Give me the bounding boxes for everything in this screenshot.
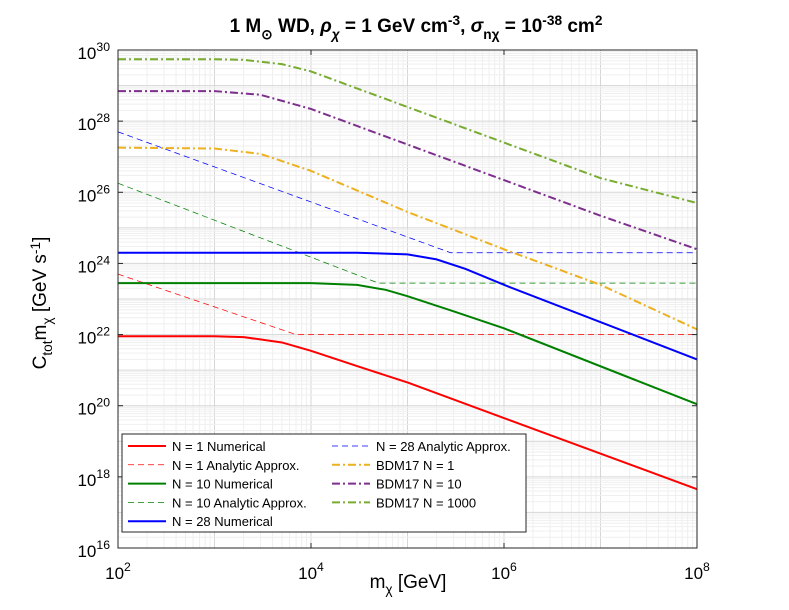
x-tick-label: 108 — [684, 560, 710, 583]
y-tick-label: 1028 — [77, 111, 110, 134]
x-tick-label: 104 — [298, 560, 324, 583]
x-axis-label: mχ [GeV] — [370, 572, 447, 597]
y-tick-label: 1022 — [77, 325, 110, 348]
y-tick-label: 1020 — [77, 396, 110, 419]
series-line-4 — [118, 251, 698, 361]
series-line-8 — [118, 58, 698, 204]
series-group — [117, 58, 698, 491]
series-line-3 — [117, 182, 697, 284]
x-tick-label: 106 — [491, 560, 517, 583]
series-line-0 — [118, 335, 698, 491]
legend-box — [121, 433, 527, 533]
legend-label: BDM17 N = 10 — [376, 477, 462, 492]
y-tick-label: 1024 — [77, 253, 110, 276]
y-tick-label: 1026 — [77, 182, 110, 205]
x-tick-label: 102 — [105, 560, 131, 583]
legend-label: N = 10 Analytic Approx. — [172, 495, 307, 510]
series-line-5 — [117, 131, 697, 254]
legend-label: BDM17 N = 1000 — [376, 495, 476, 510]
y-tick-label: 1030 — [77, 40, 110, 63]
axis-ticks: 102 104 106 108 1016 1018 1020 1022 1024 1026 1028… — [77, 40, 710, 583]
legend: N = 1 Numerical N = 1 Analytic Approx. N =… — [121, 433, 527, 533]
legend-label: N = 10 Numerical — [172, 477, 273, 492]
plot-frame — [117, 49, 698, 549]
y-tick-label: 1018 — [77, 467, 110, 490]
y-axis-label: Ctotmχ [GeV s-1] — [28, 237, 55, 370]
y-tick-label: 1016 — [77, 538, 110, 561]
series-line-7 — [118, 90, 698, 251]
chart-title: 1 M⊙ WD, ρχ = 1 GeV cm-3, σnχ = 10-38 cm… — [230, 13, 603, 42]
legend-label: N = 1 Analytic Approx. — [172, 458, 300, 473]
legend-label: N = 28 Analytic Approx. — [376, 439, 511, 454]
legend-label: BDM17 N = 1 — [376, 458, 454, 473]
legend-label: N = 1 Numerical — [172, 439, 266, 454]
series-line-2 — [118, 282, 698, 406]
series-line-1 — [117, 273, 697, 335]
legend-label: N = 28 Numerical — [172, 514, 273, 529]
